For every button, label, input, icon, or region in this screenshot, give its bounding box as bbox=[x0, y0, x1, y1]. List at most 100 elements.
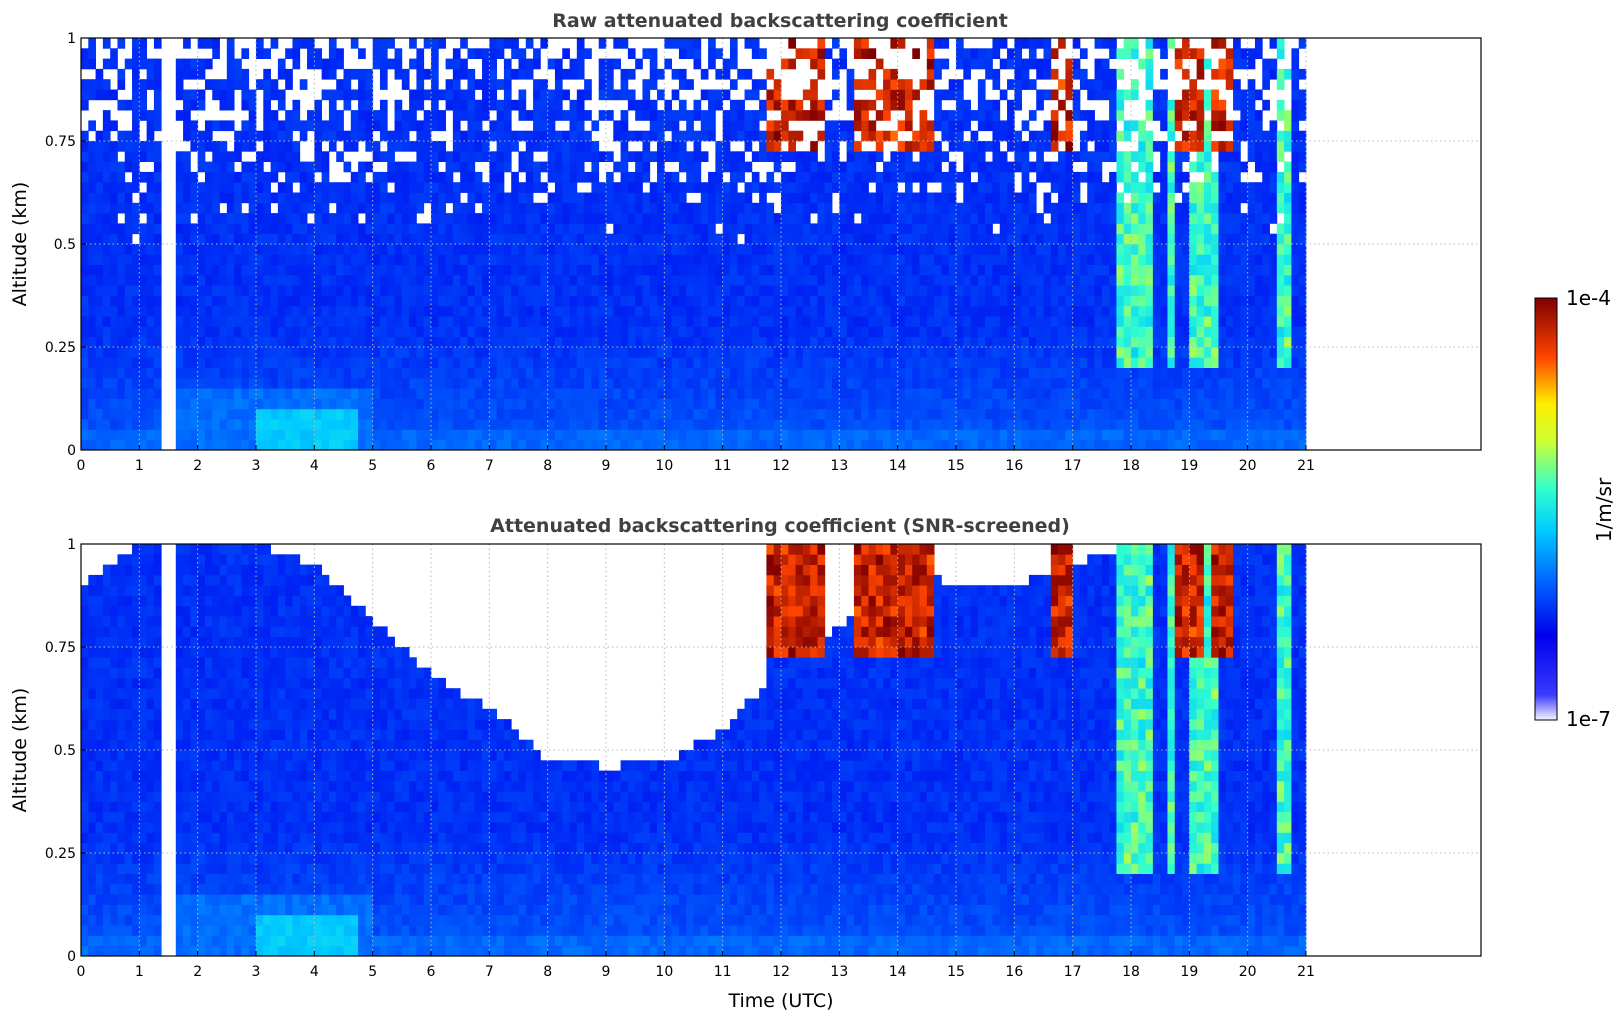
heatmap-cell bbox=[263, 151, 271, 162]
heatmap-cell bbox=[518, 264, 527, 276]
heatmap-cell bbox=[183, 264, 191, 276]
heatmap-cell bbox=[562, 89, 570, 101]
heatmap-cell bbox=[897, 171, 906, 183]
heatmap-cell bbox=[671, 264, 680, 276]
heatmap-cell bbox=[926, 130, 935, 142]
heatmap-cell bbox=[802, 408, 811, 420]
heatmap-cell bbox=[540, 347, 549, 358]
heatmap-cell bbox=[503, 223, 512, 235]
heatmap-cell bbox=[358, 99, 366, 111]
heatmap-cell bbox=[1065, 316, 1074, 327]
heatmap-cell bbox=[496, 223, 505, 235]
heatmap-cell bbox=[365, 192, 374, 204]
heatmap-cell bbox=[904, 171, 913, 183]
heatmap-cell bbox=[88, 264, 96, 276]
heatmap-cell bbox=[875, 377, 884, 389]
heatmap-cell bbox=[299, 120, 308, 132]
heatmap-cell bbox=[1079, 48, 1088, 59]
heatmap-cell bbox=[314, 274, 323, 286]
heatmap-cell bbox=[379, 223, 388, 235]
heatmap-cell bbox=[1072, 99, 1081, 111]
heatmap-cell bbox=[452, 213, 461, 224]
heatmap-cell bbox=[1036, 89, 1044, 101]
heatmap-cell bbox=[117, 233, 126, 245]
heatmap-cell bbox=[1014, 202, 1023, 214]
heatmap-cell bbox=[817, 202, 826, 214]
heatmap-cell bbox=[963, 110, 971, 121]
heatmap-cell bbox=[569, 285, 578, 296]
heatmap-cell bbox=[110, 202, 118, 214]
heatmap-cell bbox=[788, 254, 796, 265]
heatmap-cell bbox=[956, 274, 964, 286]
heatmap-cell bbox=[1109, 130, 1117, 142]
heatmap-cell bbox=[562, 398, 570, 410]
heatmap-cell bbox=[977, 192, 986, 204]
heatmap-cell bbox=[1101, 367, 1110, 379]
heatmap-cell bbox=[328, 99, 337, 111]
heatmap-cell bbox=[788, 295, 796, 307]
heatmap-cell bbox=[977, 79, 986, 90]
heatmap-cell bbox=[1094, 141, 1103, 152]
heatmap-cell bbox=[117, 264, 126, 276]
heatmap-cell bbox=[95, 367, 104, 379]
heatmap-cell bbox=[212, 120, 220, 132]
heatmap-cell bbox=[95, 254, 104, 265]
heatmap-cell bbox=[496, 398, 505, 410]
heatmap-cell bbox=[1021, 38, 1030, 49]
heatmap-cell bbox=[350, 213, 359, 224]
heatmap-cell bbox=[598, 367, 607, 379]
heatmap-cell bbox=[788, 202, 796, 214]
heatmap-cell bbox=[948, 233, 957, 245]
heatmap-cell bbox=[409, 161, 417, 173]
heatmap-cell bbox=[117, 223, 126, 235]
heatmap-cell bbox=[773, 357, 782, 368]
heatmap-cell bbox=[263, 48, 271, 59]
heatmap-cell bbox=[627, 68, 636, 80]
heatmap-cell bbox=[744, 295, 753, 307]
heatmap-cell bbox=[328, 336, 337, 348]
heatmap-cell bbox=[853, 171, 862, 183]
heatmap-cell bbox=[248, 305, 257, 317]
heatmap-cell bbox=[1036, 264, 1044, 276]
heatmap-cell bbox=[336, 295, 344, 307]
heatmap-cell bbox=[1123, 419, 1132, 430]
heatmap-cell bbox=[431, 316, 439, 327]
heatmap-cell bbox=[423, 295, 432, 307]
heatmap-cell bbox=[314, 285, 323, 296]
heatmap-cell bbox=[518, 99, 527, 111]
heatmap-cell bbox=[1072, 398, 1081, 410]
heatmap-cell bbox=[956, 233, 964, 245]
heatmap-cell bbox=[664, 388, 673, 399]
heatmap-cell bbox=[1050, 182, 1059, 193]
heatmap-cell bbox=[212, 367, 220, 379]
heatmap-cell bbox=[1021, 264, 1030, 276]
heatmap-cell bbox=[1123, 171, 1132, 183]
heatmap-cell bbox=[737, 264, 745, 276]
heatmap-cell bbox=[438, 264, 446, 276]
heatmap-cell bbox=[584, 130, 592, 142]
heatmap-cell bbox=[999, 264, 1008, 276]
heatmap-cell bbox=[1058, 79, 1066, 90]
heatmap-cell bbox=[839, 347, 848, 358]
heatmap-cell bbox=[379, 48, 388, 59]
heatmap-cell bbox=[642, 161, 651, 173]
heatmap-cell bbox=[686, 347, 694, 358]
heatmap-cell bbox=[365, 141, 374, 152]
heatmap-cell bbox=[861, 316, 869, 327]
heatmap-cell bbox=[773, 336, 782, 348]
heatmap-cell bbox=[832, 120, 840, 132]
heatmap-cell bbox=[861, 171, 869, 183]
heatmap-cell bbox=[613, 264, 621, 276]
heatmap-cell bbox=[817, 223, 826, 235]
heatmap-cell bbox=[1065, 326, 1074, 338]
heatmap-cell bbox=[132, 305, 140, 317]
heatmap-cell bbox=[817, 377, 826, 389]
heatmap-cell bbox=[1007, 244, 1015, 255]
heatmap-cell bbox=[919, 130, 928, 142]
heatmap-cell bbox=[853, 99, 862, 111]
heatmap-cell bbox=[540, 408, 549, 420]
heatmap-cell bbox=[853, 336, 862, 348]
heatmap-cell bbox=[416, 79, 425, 90]
heatmap-cell bbox=[416, 192, 425, 204]
heatmap-cell bbox=[883, 223, 891, 235]
